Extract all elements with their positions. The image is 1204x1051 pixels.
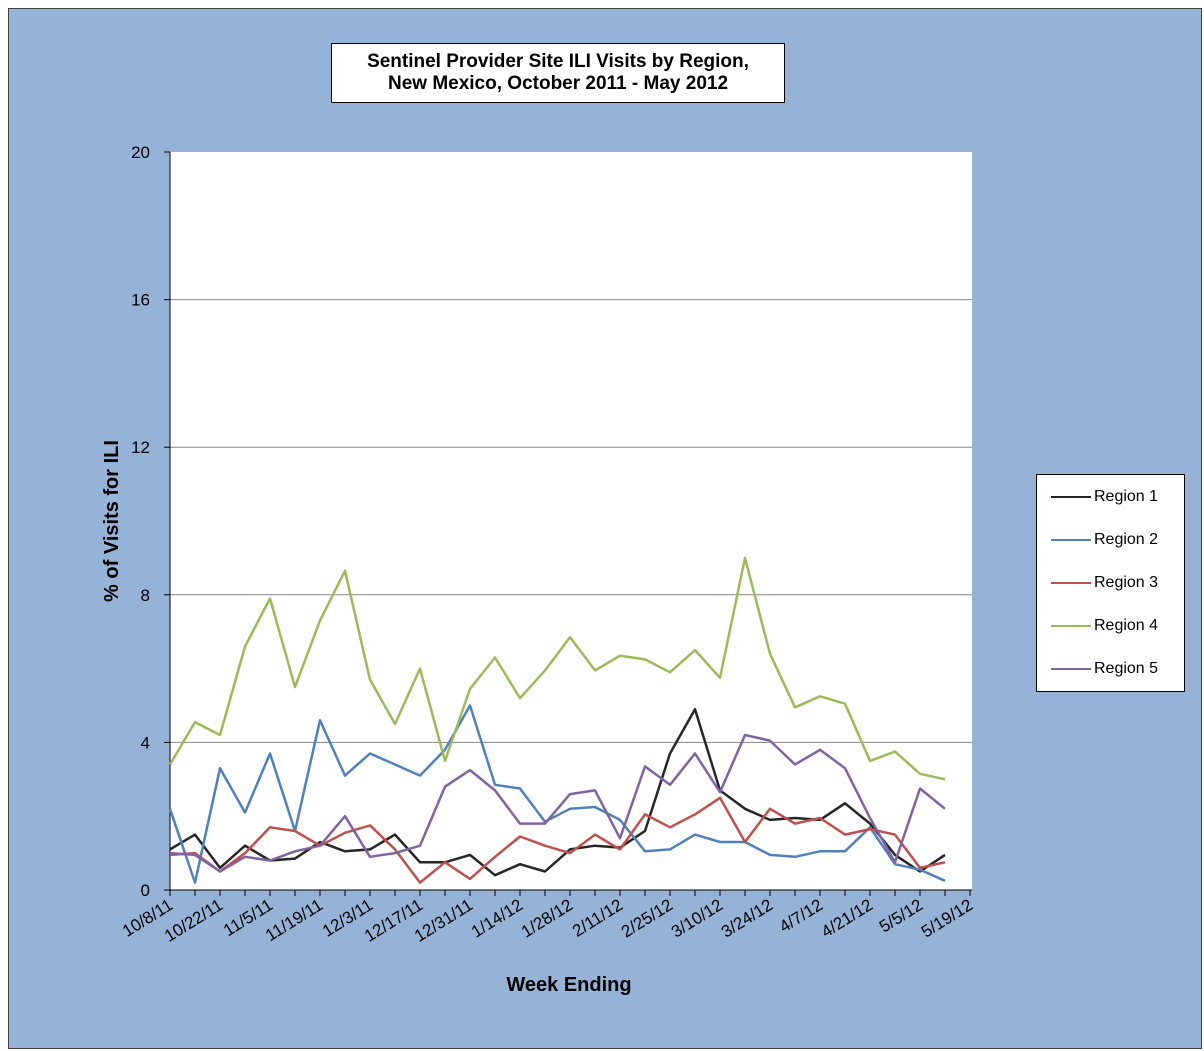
series-line-region-2: [168, 704, 946, 884]
legend-label: Region 5: [1094, 660, 1159, 677]
x-tick-label: 1/14/12: [468, 895, 526, 941]
gridlines: [170, 299, 972, 743]
x-tick-label: 1/28/12: [518, 895, 576, 941]
legend-swatch: [1051, 582, 1091, 584]
legend-swatch: [1051, 496, 1091, 498]
x-tick-label: 4/7/12: [776, 895, 826, 936]
x-tick-label: 4/21/12: [818, 895, 876, 941]
y-tick-label: 16: [131, 291, 150, 310]
legend-label: Region 3: [1094, 574, 1159, 591]
legend-entry: Region 2: [1051, 530, 1158, 550]
legend-entry: Region 5: [1051, 659, 1158, 679]
legend-swatch: [1051, 668, 1091, 670]
x-tick-label: 2/11/12: [569, 895, 626, 941]
y-axis-title: % of Visits for ILI: [101, 440, 123, 602]
plot-area: [170, 152, 972, 890]
chart-title: Sentinel Provider Site ILI Visits by Reg…: [331, 43, 785, 103]
y-tick-label: 8: [141, 586, 150, 605]
chart-title-line-2: New Mexico, October 2011 - May 2012: [387, 73, 729, 94]
legend-entry: Region 1: [1051, 487, 1158, 507]
x-tick-label: 5/19/12: [918, 895, 976, 941]
legend-swatch: [1051, 539, 1091, 541]
legend-entry: Region 4: [1051, 616, 1158, 636]
x-tick-label: 5/5/12: [876, 895, 926, 936]
legend-label: Region 1: [1094, 488, 1159, 505]
y-tick-label: 4: [141, 733, 150, 752]
legend-entry: Region 3: [1051, 573, 1158, 593]
x-tick-label: 3/10/12: [668, 895, 726, 941]
legend-swatch: [1051, 625, 1091, 627]
legend-label: Region 2: [1094, 531, 1159, 548]
x-tick-label: 2/25/12: [618, 895, 676, 941]
legend: Region 1 Region 2 Region 3 Region 4 Region 5: [1036, 474, 1185, 692]
x-axis-title: Week Ending: [506, 974, 631, 996]
chart-title-line-1: Sentinel Provider Site ILI Visits by Reg…: [367, 51, 749, 72]
series-line-region-3: [169, 796, 946, 884]
y-tick-label: 20: [131, 143, 150, 162]
x-tick-label: 3/24/12: [718, 895, 776, 941]
x-tick-label: 11/19/11: [262, 895, 326, 945]
y-tick-label: 0: [141, 881, 150, 900]
y-tick-label: 12: [131, 438, 150, 457]
series-line-region-4: [168, 556, 946, 781]
series-line-region-5: [169, 733, 946, 873]
axes: [164, 151, 972, 896]
series-lines: [168, 556, 946, 884]
legend-label: Region 4: [1094, 617, 1159, 634]
